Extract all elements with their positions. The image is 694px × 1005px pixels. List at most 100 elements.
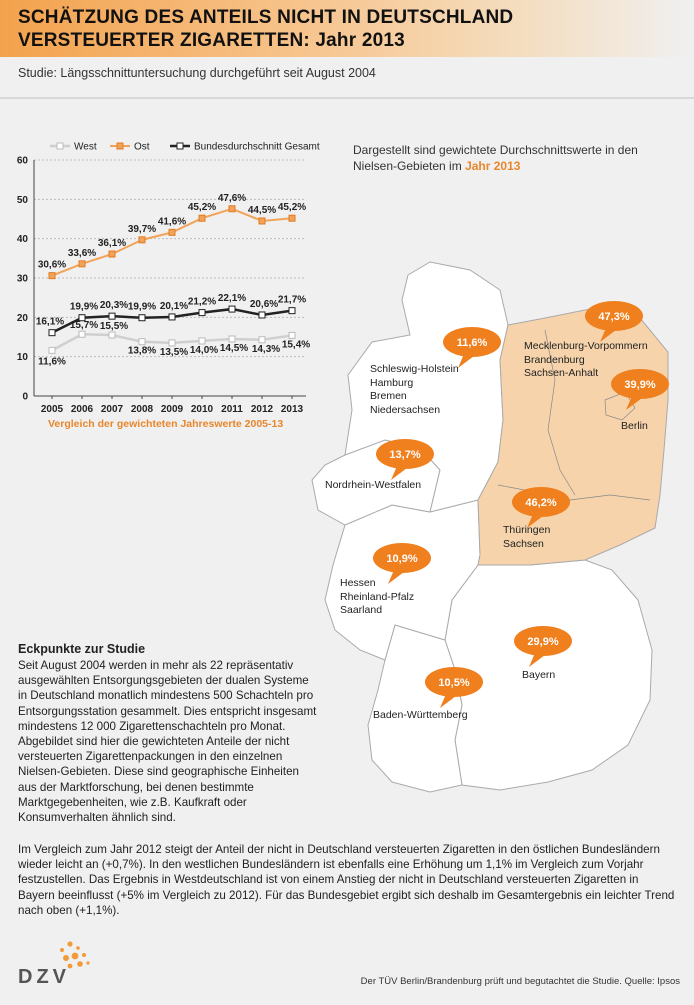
- data-label-gesamt: 20,3%: [100, 300, 128, 311]
- region-label-east-north: Mecklenburg-Vorpommern Brandenburg Sachs…: [524, 340, 648, 379]
- data-label-ost: 45,2%: [188, 202, 216, 213]
- point-ost: [78, 260, 86, 268]
- point-ost: [198, 214, 206, 222]
- x-tick-label: 2010: [191, 404, 214, 415]
- data-label-ost: 36,1%: [98, 238, 126, 249]
- x-tick-label: 2011: [221, 404, 243, 415]
- svg-text:46,2%: 46,2%: [525, 497, 556, 509]
- y-tick-label: 50: [17, 195, 29, 206]
- point-gesamt: [78, 314, 86, 322]
- data-label-gesamt: 20,6%: [250, 299, 278, 310]
- data-label-ost: 30,6%: [38, 260, 66, 271]
- dzv-logo: DZV: [18, 966, 70, 988]
- data-label-gesamt: 21,2%: [188, 297, 216, 308]
- data-label-ost: 41,6%: [158, 216, 186, 227]
- data-label-west: 15,4%: [282, 339, 310, 350]
- data-label-west: 11,6%: [38, 356, 66, 367]
- svg-text:29,9%: 29,9%: [527, 636, 558, 648]
- svg-text:10,5%: 10,5%: [438, 677, 469, 689]
- point-west: [138, 338, 146, 346]
- y-tick-label: 30: [17, 274, 29, 285]
- data-label-west: 14,5%: [220, 343, 248, 354]
- x-tick-label: 2012: [251, 404, 274, 415]
- region-label-nrw: Nordrhein-Westfalen: [325, 479, 422, 491]
- x-tick-label: 2013: [281, 404, 304, 415]
- legend-marker-gesamt: [176, 142, 184, 150]
- line-chart: 0 10 20 30 40 50 60 2005 2006 2007 2008 2009 2010 201…: [17, 142, 320, 416]
- bubble-north-west: 11,6%: [443, 327, 501, 368]
- point-gesamt: [168, 313, 176, 321]
- summary-paragraph: Im Vergleich zum Jahr 2012 steigt der An…: [18, 843, 675, 917]
- point-ost: [48, 272, 56, 280]
- region-label-bayern: Bayern: [522, 669, 556, 681]
- svg-text:47,3%: 47,3%: [598, 311, 629, 323]
- data-label-ost: 33,6%: [68, 248, 96, 259]
- x-tick-label: 2008: [131, 404, 154, 415]
- legend-marker-ost: [116, 142, 124, 150]
- point-gesamt: [258, 311, 266, 319]
- map-note-highlight: Jahr 2013: [465, 159, 521, 173]
- map-border-sachsen-anhalt: [544, 329, 576, 496]
- svg-text:39,9%: 39,9%: [624, 379, 655, 391]
- bubble-berlin: 39,9%: [611, 369, 669, 410]
- point-ost: [228, 205, 236, 213]
- data-label-gesamt: 22,1%: [218, 293, 246, 304]
- point-ost: [138, 236, 146, 244]
- point-gesamt: [288, 307, 296, 315]
- bubble-baden-wuerttemberg: 10,5%: [425, 667, 483, 708]
- x-tick-label: 2007: [101, 404, 124, 415]
- x-tick-label: 2005: [41, 404, 64, 415]
- point-west: [108, 331, 116, 339]
- point-west: [78, 330, 86, 338]
- point-ost: [258, 217, 266, 225]
- svg-text:10,9%: 10,9%: [386, 553, 417, 565]
- page-title-line-1: SCHÄTZUNG DES ANTEILS NICHT IN DEUTSCHLA…: [18, 7, 514, 28]
- y-tick-label: 0: [22, 392, 28, 403]
- point-ost: [168, 228, 176, 236]
- legend-label-ost: Ost: [134, 142, 150, 153]
- point-gesamt: [228, 305, 236, 313]
- data-label-west: 15,7%: [70, 320, 98, 331]
- x-tick-label: 2009: [161, 404, 184, 415]
- bubble-nrw: 13,7%: [376, 439, 434, 480]
- bubble-thueringen-sachsen: 46,2%: [512, 487, 570, 528]
- map-note-text: Dargestellt sind gewichtete Durchschnitt…: [353, 143, 638, 173]
- point-west: [288, 331, 296, 339]
- header-divider: [0, 97, 694, 99]
- legend-marker-west: [56, 142, 64, 150]
- point-west: [258, 336, 266, 344]
- eckpunkte-body: Seit August 2004 werden in mehr als 22 r…: [18, 659, 317, 825]
- point-west: [168, 339, 176, 347]
- point-west: [228, 335, 236, 343]
- legend-label-gesamt: Bundesdurchschnitt Gesamt: [194, 142, 320, 153]
- data-label-west: 13,5%: [160, 347, 188, 358]
- region-label-hessen: Hessen Rheinland-Pfalz Saarland: [340, 577, 415, 616]
- data-label-west: 13,8%: [128, 346, 156, 357]
- point-gesamt: [138, 314, 146, 322]
- bubble-bayern: 29,9%: [514, 626, 572, 667]
- chart-caption: Vergleich der gewichteten Jahreswerte 20…: [48, 418, 284, 430]
- y-tick-label: 40: [17, 234, 29, 245]
- map-border-thueringen: [497, 484, 651, 501]
- map-note: Dargestellt sind gewichtete Durchschnitt…: [353, 142, 673, 174]
- data-label-west: 14,3%: [252, 344, 280, 355]
- legend-label-west: West: [74, 142, 97, 153]
- y-tick-label: 10: [17, 352, 29, 363]
- point-west: [48, 346, 56, 354]
- data-label-ost: 44,5%: [248, 205, 276, 216]
- bubble-hessen: 10,9%: [373, 543, 431, 584]
- region-label-thueringen-sachsen: Thüringen Sachsen: [503, 524, 551, 550]
- data-label-ost: 39,7%: [128, 224, 156, 235]
- point-gesamt: [198, 309, 206, 317]
- bubble-east-north: 47,3%: [585, 301, 643, 342]
- svg-text:13,7%: 13,7%: [389, 449, 420, 461]
- data-label-gesamt: 19,9%: [128, 302, 156, 313]
- eckpunkte-title: Eckpunkte zur Studie: [18, 642, 146, 656]
- data-label-gesamt: 16,1%: [36, 317, 64, 328]
- point-ost: [108, 250, 116, 258]
- data-label-gesamt: 21,7%: [278, 295, 306, 306]
- point-ost: [288, 214, 296, 222]
- data-label-ost: 47,6%: [218, 193, 246, 204]
